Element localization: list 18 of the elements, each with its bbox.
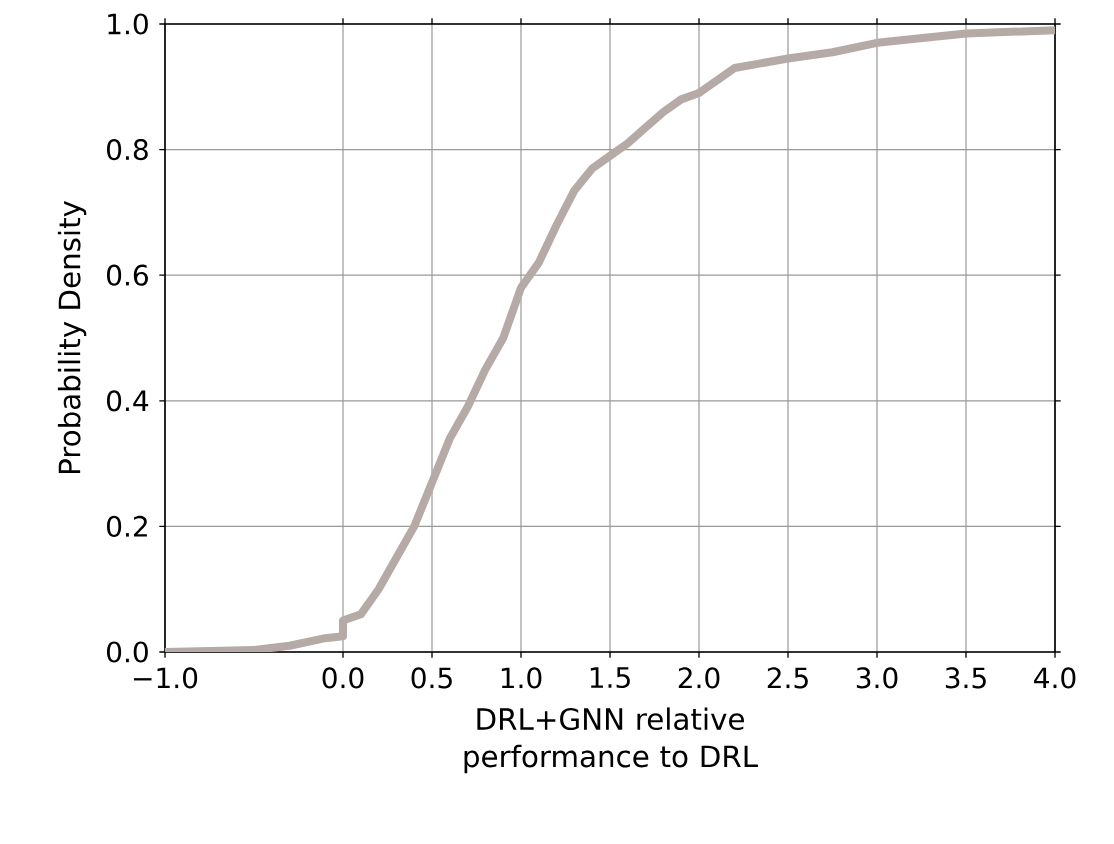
x-tick-label: 0.5 — [411, 667, 452, 689]
x-tick-label: 4.0 — [1034, 667, 1076, 689]
y-tick-label: 0.8 — [107, 139, 148, 161]
x-tick-label: 0.0 — [322, 667, 364, 689]
x-tick-label: 3.0 — [856, 667, 898, 689]
x-tick-label: −1.0 — [133, 667, 198, 689]
y-tick-label: 0.6 — [107, 264, 148, 286]
y-tick-label: 0.4 — [107, 390, 149, 412]
x-tick-label: 3.5 — [945, 667, 986, 689]
x-tick-label: 1.0 — [501, 667, 542, 689]
y-tick-label: 0.2 — [107, 515, 147, 537]
x-tick-label: 1.5 — [590, 667, 630, 689]
x-tick-label: 2.0 — [678, 667, 720, 689]
x-axis-title: DRL+GNN relative performance to DRL — [464, 707, 758, 774]
y-axis-title: Probability Density — [57, 200, 87, 474]
y-tick-label: 0.0 — [107, 641, 148, 663]
y-tick-label: 1.0 — [108, 13, 148, 35]
x-tick-label: 2.5 — [767, 667, 808, 689]
